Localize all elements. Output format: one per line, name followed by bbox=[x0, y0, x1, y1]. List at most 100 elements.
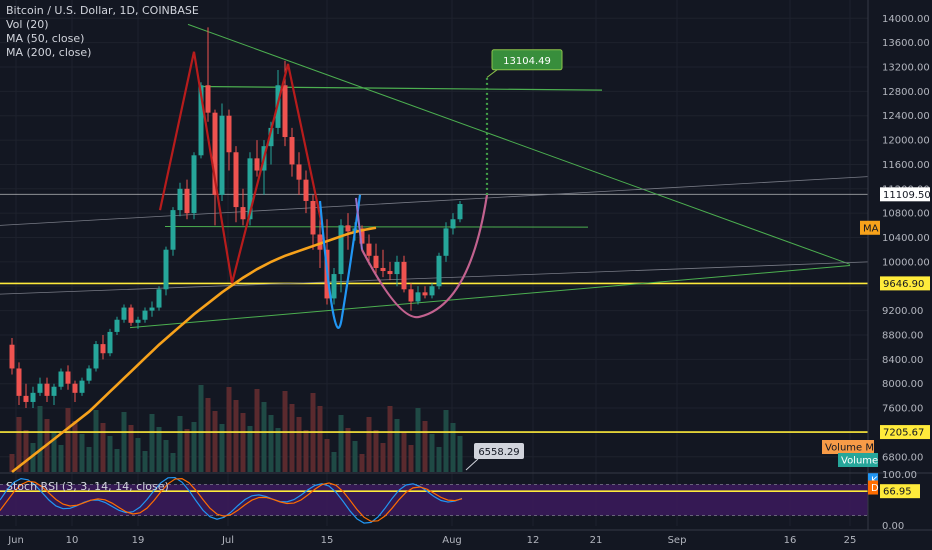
volume-bar bbox=[450, 423, 456, 472]
candle-body bbox=[310, 200, 316, 235]
candle-body bbox=[79, 380, 85, 393]
volume-bar bbox=[324, 439, 330, 472]
volume-bar bbox=[401, 432, 407, 472]
volume-bar bbox=[177, 416, 183, 472]
candle-body bbox=[401, 261, 407, 290]
candle-body bbox=[170, 210, 176, 250]
candle-body bbox=[345, 225, 351, 232]
candle-body bbox=[233, 152, 239, 208]
legend-vol: Vol (20) bbox=[6, 18, 49, 31]
price-tick-label: 10000.00 bbox=[882, 257, 930, 268]
volume-bar bbox=[72, 421, 78, 472]
volume-bar bbox=[163, 440, 169, 472]
candle-body bbox=[422, 292, 428, 296]
candle-body bbox=[338, 225, 344, 275]
candle-body bbox=[65, 371, 71, 384]
target-callout-label: 13104.49 bbox=[503, 56, 551, 67]
time-label: Jul bbox=[221, 535, 234, 546]
rsi-d-tag-box bbox=[868, 480, 878, 495]
price-tag-7205-label: 7205.67 bbox=[883, 428, 924, 439]
rsi-d-tag: D bbox=[868, 480, 879, 495]
volume-bar bbox=[135, 438, 141, 472]
time-label: 10 bbox=[66, 535, 79, 546]
candle-body bbox=[289, 137, 295, 165]
price-tick-label: 8800.00 bbox=[882, 330, 923, 341]
price-axis-bg bbox=[868, 0, 932, 550]
volume-bar bbox=[359, 454, 365, 472]
price-tag-9646-label: 9646.90 bbox=[883, 279, 924, 290]
time-label: 21 bbox=[590, 535, 603, 546]
volume-ma-tag: Volume MA bbox=[822, 440, 881, 454]
volume-bar bbox=[86, 447, 92, 472]
candle-body bbox=[121, 307, 127, 320]
price-tick-label: 13600.00 bbox=[882, 38, 930, 49]
volume-bar bbox=[107, 436, 113, 472]
legend-ma200: MA (200, close) bbox=[6, 46, 92, 59]
volume-bar bbox=[436, 447, 442, 472]
volume-bar bbox=[156, 427, 162, 472]
volume-bar bbox=[37, 406, 43, 472]
resistance-line bbox=[199, 85, 603, 91]
stoch-rsi-legend: Stoch RSI (3, 3, 14, 14, close) bbox=[6, 480, 169, 493]
volume-bar bbox=[149, 414, 155, 472]
candle-body bbox=[184, 188, 190, 214]
cup-left-rim bbox=[355, 197, 363, 250]
candle-body bbox=[128, 307, 134, 323]
volume-bar bbox=[30, 443, 36, 472]
time-axis: Jun 10 19 Jul 15 Aug 12 21 Sep 16 25 bbox=[7, 535, 856, 546]
price-tick-label: 12400.00 bbox=[882, 111, 930, 122]
candle-body bbox=[100, 344, 106, 354]
volume-bar bbox=[100, 423, 106, 472]
price-tag-ma-label: MA bbox=[863, 223, 879, 234]
price-tag-11109-box bbox=[880, 187, 930, 202]
rsi-axis: 100.00 0.00 bbox=[882, 470, 917, 532]
time-label: 15 bbox=[321, 535, 334, 546]
time-label: 25 bbox=[844, 535, 857, 546]
volume-bar bbox=[422, 421, 428, 472]
candle-body bbox=[450, 219, 456, 229]
candle-body bbox=[331, 274, 337, 299]
volume-bar bbox=[303, 430, 309, 472]
volume-bar bbox=[142, 451, 148, 472]
volume-tag: Volume bbox=[838, 453, 878, 467]
channel-line bbox=[0, 261, 869, 295]
volume-bar bbox=[79, 434, 85, 472]
volume-ma-tag-box bbox=[822, 440, 874, 454]
volume-bar bbox=[226, 387, 232, 472]
candle-body bbox=[114, 319, 120, 332]
volume-bar bbox=[198, 385, 204, 472]
candle-body bbox=[58, 371, 64, 387]
descending-trendline bbox=[187, 23, 851, 265]
legend-ma50: MA (50, close) bbox=[6, 32, 85, 45]
ascending-trendline bbox=[129, 265, 851, 329]
volume-bar bbox=[373, 430, 379, 472]
candle-body bbox=[177, 188, 183, 211]
price-tag-7205: 7205.67 bbox=[880, 425, 930, 440]
price-tick-label: 8400.00 bbox=[882, 355, 923, 366]
candle-body bbox=[373, 255, 379, 268]
target-callout-pointer bbox=[486, 69, 498, 78]
volume-bar bbox=[9, 454, 15, 472]
volume-bar bbox=[51, 432, 57, 472]
volume-bar bbox=[429, 434, 435, 472]
candle-body bbox=[366, 243, 372, 256]
price-tag-9646: 9646.90 bbox=[880, 276, 930, 291]
volume-bar bbox=[219, 424, 225, 472]
price-tag-11109-label: 11109.50 bbox=[883, 190, 931, 201]
chart-legend: Bitcoin / U.S. Dollar, 1D, COINBASE Vol … bbox=[6, 4, 199, 60]
candle-body bbox=[429, 286, 435, 296]
volume-callout-label: 6558.29 bbox=[478, 447, 519, 458]
volume-bar bbox=[443, 410, 449, 472]
candle-body bbox=[219, 115, 225, 195]
candle-body bbox=[23, 395, 29, 402]
price-tag-ma: MA bbox=[860, 220, 880, 235]
volume-bar bbox=[366, 417, 372, 472]
time-label: Jun bbox=[7, 535, 24, 546]
candle-body bbox=[93, 344, 99, 369]
price-tag-11109: 11109.50 bbox=[880, 187, 931, 202]
price-tick-label: 6800.00 bbox=[882, 452, 923, 463]
candle-body bbox=[436, 255, 442, 287]
candle-body bbox=[205, 85, 211, 113]
